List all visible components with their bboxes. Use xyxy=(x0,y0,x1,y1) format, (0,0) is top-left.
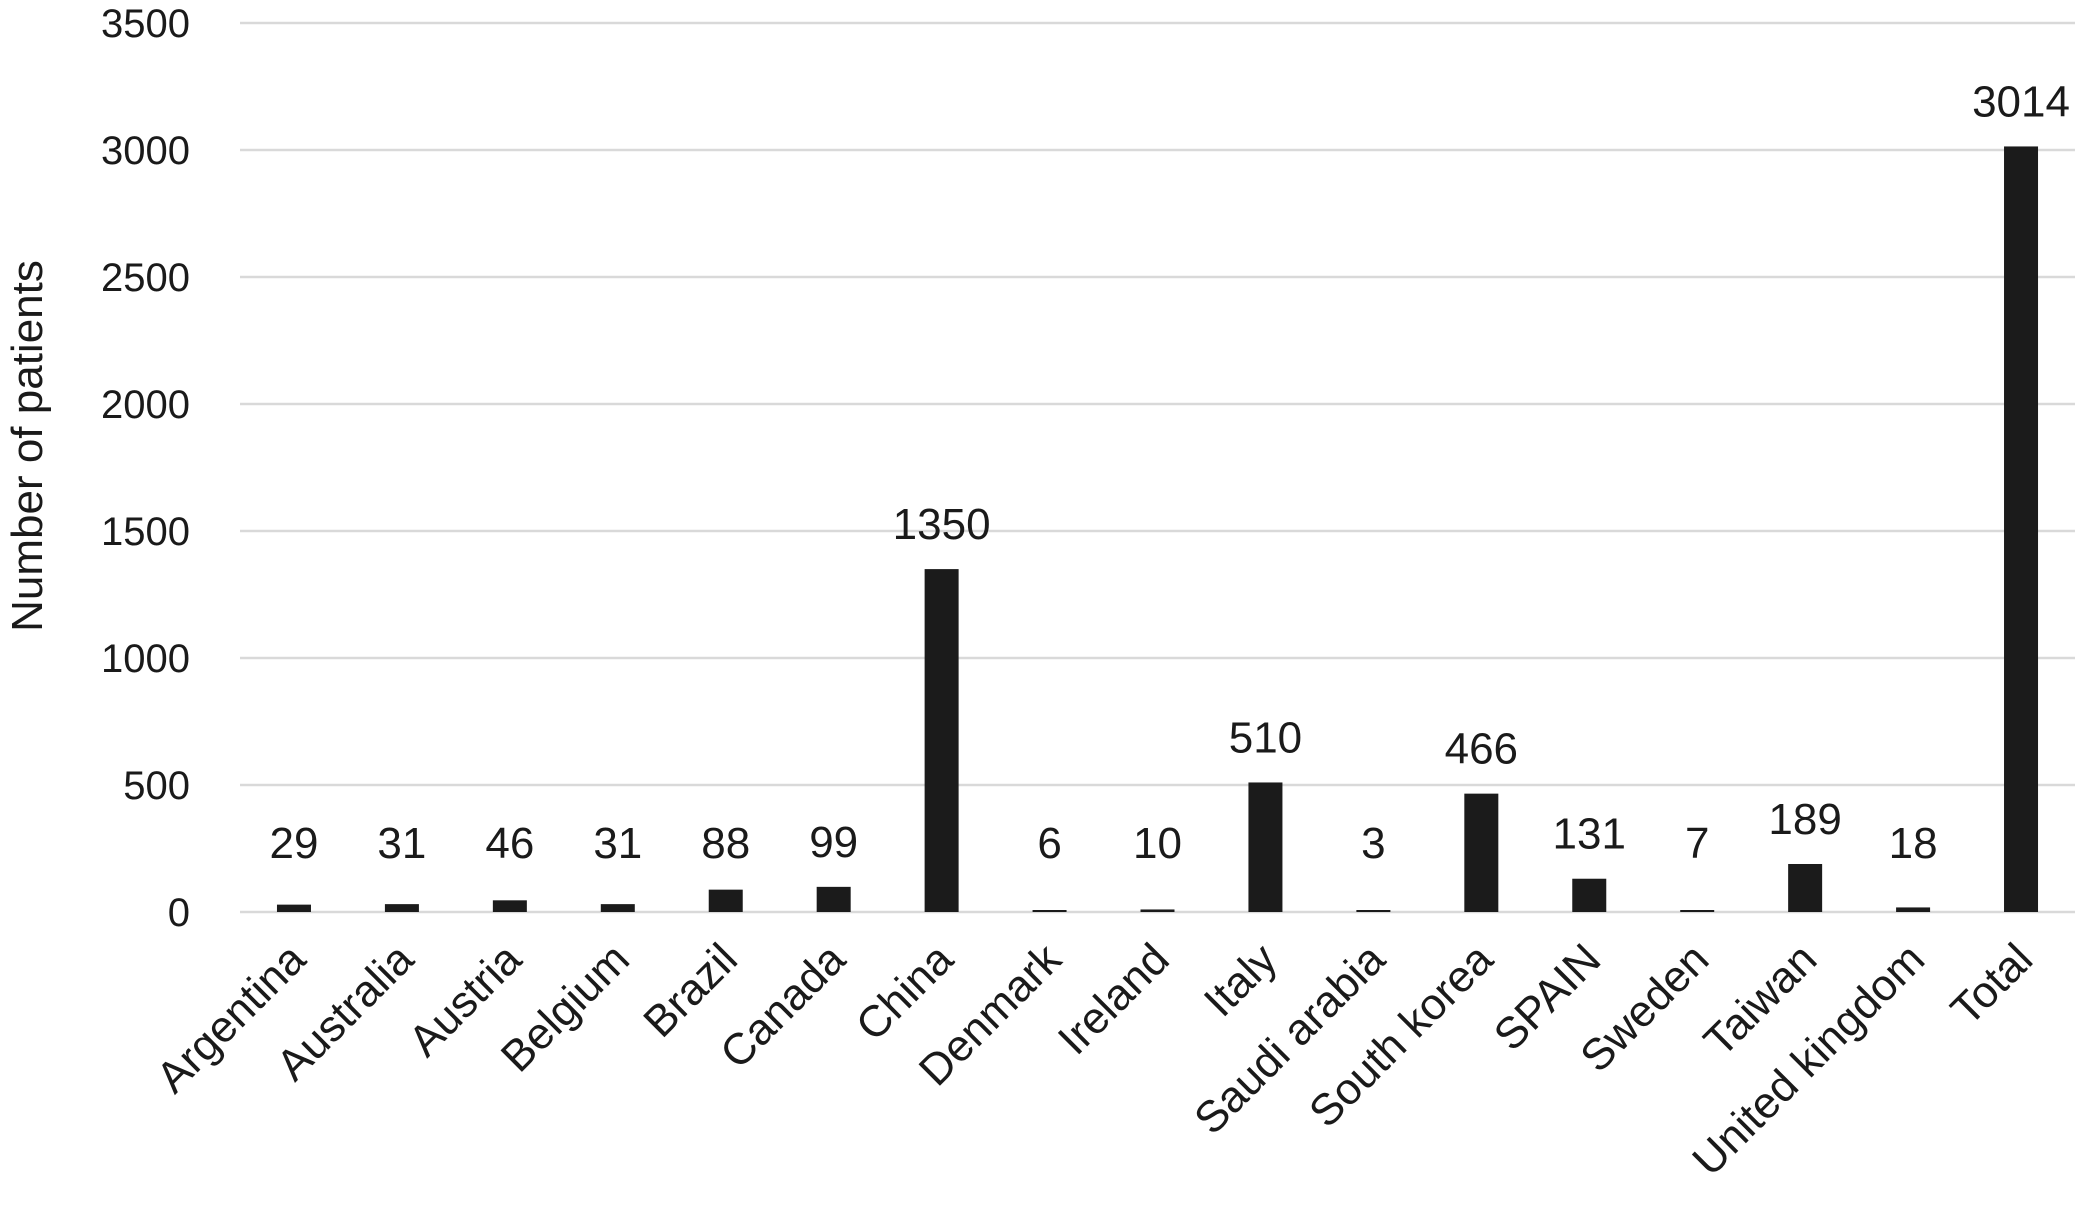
data-label: 46 xyxy=(485,819,534,868)
bars xyxy=(276,146,2039,913)
y-axis-label: Number of patients xyxy=(3,260,52,632)
bar-brazil xyxy=(708,889,743,912)
data-label: 31 xyxy=(593,819,642,868)
x-tick-label: Total xyxy=(1942,934,2042,1034)
data-label: 10 xyxy=(1133,819,1182,868)
data-label: 189 xyxy=(1768,795,1841,844)
bar-denmark xyxy=(1032,910,1067,912)
data-labels: 29 31 46 31 88 99 1350 6 10 510 3 466 131 7 189 18 3014 xyxy=(269,77,2069,868)
bar-belgium xyxy=(600,904,635,912)
bar-canada xyxy=(816,886,851,912)
data-label: 131 xyxy=(1553,810,1626,859)
y-axis-ticks: 0 500 1000 1500 2000 2500 3000 3500 xyxy=(101,2,190,935)
data-label: 6 xyxy=(1037,819,1061,868)
gridlines xyxy=(240,21,2075,914)
data-label: 3014 xyxy=(1972,77,2070,126)
data-label: 31 xyxy=(377,819,426,868)
y-tick-label: 0 xyxy=(168,891,190,935)
data-label: 466 xyxy=(1445,725,1518,774)
x-tick-label: Italy xyxy=(1195,934,1287,1026)
y-tick-label: 1500 xyxy=(101,510,190,554)
data-label: 18 xyxy=(1889,819,1938,868)
bar-ireland xyxy=(1140,909,1175,912)
y-tick-label: 500 xyxy=(123,764,190,808)
bar-austria xyxy=(492,900,527,912)
bar-argentina xyxy=(276,904,311,912)
bar-saudi-arabia xyxy=(1356,910,1391,912)
bar-taiwan xyxy=(1788,863,1823,912)
bar-total xyxy=(2004,146,2039,913)
y-tick-label: 3500 xyxy=(101,2,190,46)
data-label: 29 xyxy=(269,819,318,868)
data-label: 7 xyxy=(1685,819,1709,868)
bar-spain xyxy=(1572,878,1607,912)
x-axis-ticks: ArgentinaAustraliaAustriaBelgiumBrazilCa… xyxy=(147,934,2042,1186)
y-tick-label: 3000 xyxy=(101,129,190,173)
bar-united-kingdom xyxy=(1896,907,1931,912)
bar-south-korea xyxy=(1464,793,1499,912)
bar-italy xyxy=(1248,782,1283,912)
data-label: 1350 xyxy=(893,500,991,549)
bar-sweden xyxy=(1680,910,1715,912)
bar-china xyxy=(924,569,959,912)
bar-australia xyxy=(384,904,419,912)
data-label: 99 xyxy=(809,818,858,867)
y-tick-label: 2000 xyxy=(101,383,190,427)
data-label: 3 xyxy=(1361,819,1385,868)
data-label: 88 xyxy=(701,819,750,868)
y-tick-label: 2500 xyxy=(101,256,190,300)
y-tick-label: 1000 xyxy=(101,637,190,681)
x-tick-label: Ireland xyxy=(1049,934,1179,1064)
data-label: 510 xyxy=(1229,713,1302,762)
